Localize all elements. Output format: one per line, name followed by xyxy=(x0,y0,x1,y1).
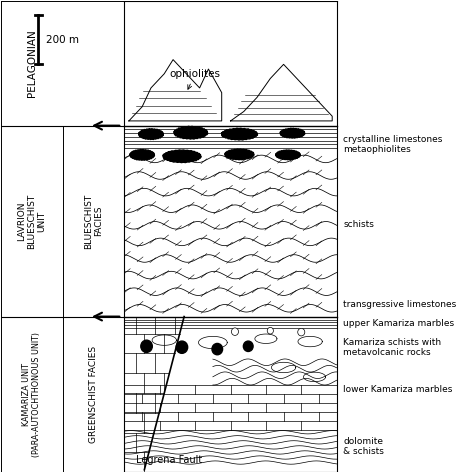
Polygon shape xyxy=(275,150,301,160)
Polygon shape xyxy=(138,129,164,140)
Circle shape xyxy=(141,340,152,352)
Text: BLUESCHIST
FACIES: BLUESCHIST FACIES xyxy=(84,193,103,249)
Text: dolomite
& schists: dolomite & schists xyxy=(343,437,384,456)
Circle shape xyxy=(231,328,238,335)
Text: 200 m: 200 m xyxy=(46,35,79,45)
Text: ophiolites: ophiolites xyxy=(170,69,221,89)
Polygon shape xyxy=(225,149,254,160)
Text: lower Kamariza marbles: lower Kamariza marbles xyxy=(343,385,453,394)
Circle shape xyxy=(243,341,253,352)
Polygon shape xyxy=(280,128,305,138)
Circle shape xyxy=(267,327,273,334)
Polygon shape xyxy=(230,64,332,121)
Circle shape xyxy=(176,341,188,353)
Bar xyxy=(125,316,337,472)
Text: Legrena Fault: Legrena Fault xyxy=(136,455,202,465)
Text: KAMARIZA UNIT
(PARA-AUTOCHTHONOUS UNIT): KAMARIZA UNIT (PARA-AUTOCHTHONOUS UNIT) xyxy=(22,332,41,457)
Text: transgressive limestones: transgressive limestones xyxy=(343,300,456,309)
Polygon shape xyxy=(173,126,208,139)
Bar xyxy=(125,125,337,316)
Circle shape xyxy=(212,343,223,355)
Polygon shape xyxy=(163,150,201,162)
Text: crystalline limestones
metaophiolites: crystalline limestones metaophiolites xyxy=(343,135,443,154)
Text: upper Kamariza marbles: upper Kamariza marbles xyxy=(343,319,455,328)
Polygon shape xyxy=(129,60,222,121)
Text: schists: schists xyxy=(343,220,374,229)
Text: Kamariza schists with
metavolcanic rocks: Kamariza schists with metavolcanic rocks xyxy=(343,338,441,357)
Polygon shape xyxy=(221,128,258,140)
Text: PELAGONIAN: PELAGONIAN xyxy=(27,29,36,97)
Polygon shape xyxy=(130,150,155,160)
Text: LAVRION
BLUESCHIST
UNIT: LAVRION BLUESCHIST UNIT xyxy=(17,193,46,249)
Circle shape xyxy=(298,328,305,336)
Bar xyxy=(125,0,337,125)
Text: GREENSCHIST FACIES: GREENSCHIST FACIES xyxy=(89,346,98,443)
